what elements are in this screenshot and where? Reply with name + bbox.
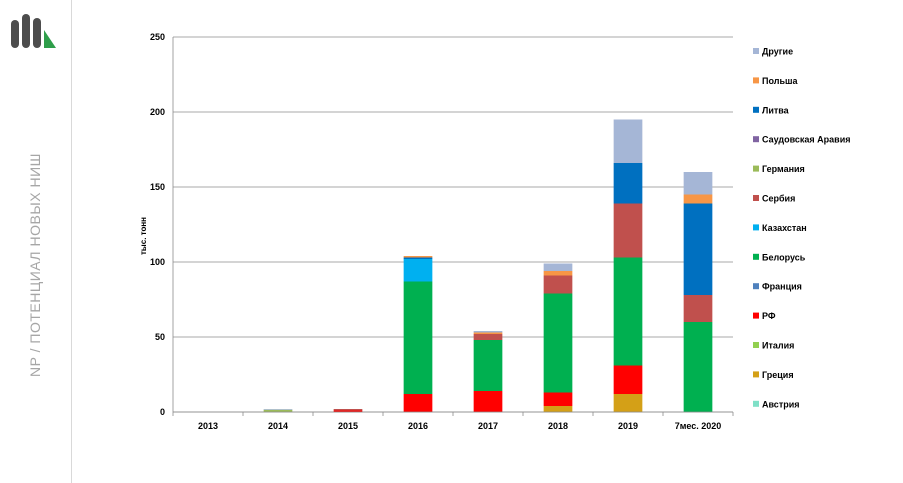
legend-item: Саудовская Аравия (753, 135, 851, 145)
legend-item: Италия (753, 341, 794, 351)
y-tick-label: 50 (155, 332, 165, 342)
x-tick-label: 2013 (198, 421, 218, 431)
legend-item: Казахстан (753, 223, 807, 233)
bar-segment (683, 203, 713, 295)
bar-segment (473, 331, 503, 333)
x-tick-label: 2017 (478, 421, 498, 431)
legend-label: Австрия (762, 399, 800, 409)
legend-label: Литва (762, 105, 790, 115)
bars (263, 119, 713, 412)
legend-item: Австрия (753, 399, 800, 409)
legend-label: Польша (762, 76, 798, 86)
bar-segment (543, 275, 573, 294)
bar-segment (613, 203, 643, 258)
legend-item: Польша (753, 76, 798, 86)
x-tick-label: 2016 (408, 421, 428, 431)
bar-segment (683, 172, 713, 195)
legend-swatch (753, 342, 759, 348)
x-tick-label: 2018 (548, 421, 568, 431)
bar-chart-logo-icon (11, 14, 56, 48)
legend-label: РФ (762, 311, 776, 321)
legend-label: Франция (762, 282, 802, 292)
bar-segment (263, 409, 293, 410)
bar-segment (403, 256, 433, 258)
y-tick-labels: 0 50 100 150 200 250 (150, 32, 165, 417)
bar-segment (403, 257, 433, 259)
bar-segment (403, 259, 433, 282)
legend-swatch (753, 48, 759, 54)
bar-segment (543, 406, 573, 412)
bar-segment (683, 194, 713, 204)
y-tick-label: 200 (150, 107, 165, 117)
legend-item: Сербия (753, 194, 795, 204)
x-tick-label: 2015 (338, 421, 358, 431)
bar-segment (333, 410, 363, 412)
legend-swatch (753, 371, 759, 378)
legend-item: Греция (753, 370, 794, 380)
legend-swatch (753, 195, 759, 201)
bar-segment (613, 365, 643, 394)
x-tick-labels: 2013 2014 2015 2016 2017 2018 2019 7мес. 2020 (198, 421, 721, 431)
legend-swatch (753, 400, 759, 407)
bar-segment (683, 322, 713, 412)
bar-segment (683, 295, 713, 322)
legend-item: Германия (753, 164, 805, 174)
legend-label: Белорусь (762, 252, 806, 262)
legend-label: Германия (762, 164, 805, 174)
x-tick-label: 2019 (618, 421, 638, 431)
legend-swatch (753, 312, 759, 319)
legend-swatch (753, 283, 759, 290)
legend-swatch (753, 253, 759, 260)
legend-label: Греция (762, 370, 794, 380)
y-tick-label: 150 (150, 182, 165, 192)
bar-segment (263, 409, 293, 412)
legend-label: Другие (762, 47, 793, 57)
bar-segment (613, 163, 643, 204)
legend-label: Италия (762, 341, 794, 351)
bar-segment (473, 332, 503, 334)
bar-segment (543, 263, 573, 271)
axes (172, 37, 734, 416)
legend-swatch (753, 136, 759, 143)
legend-label: Саудовская Аравия (762, 135, 851, 145)
y-tick-label: 100 (150, 257, 165, 267)
legend-swatch (753, 77, 759, 84)
bar-segment (473, 340, 503, 391)
bar-segment (403, 281, 433, 394)
y-tick-label: 0 (160, 407, 165, 417)
legend: Другие Польша Литва Саудовская Аравия Герман… (753, 47, 851, 409)
bar-segment (333, 409, 363, 411)
legend-label: Сербия (762, 194, 795, 204)
bar-segment (613, 394, 643, 412)
legend-item: Другие (753, 47, 793, 57)
grid-lines (173, 36, 733, 413)
y-axis-label: тыс. тонн (139, 217, 148, 255)
x-tick-label: 2014 (268, 421, 288, 431)
legend-swatch (753, 224, 759, 231)
bar-segment (473, 391, 503, 412)
y-tick-label: 250 (150, 32, 165, 42)
legend-item: РФ (753, 311, 776, 321)
x-tick-label: 7мес. 2020 (675, 421, 722, 431)
legend-item: Белорусь (753, 252, 806, 262)
bar-segment (543, 271, 573, 276)
legend-swatch (753, 106, 759, 113)
bar-segment (613, 119, 643, 163)
legend-swatch (753, 165, 759, 172)
legend-item: Литва (753, 105, 790, 115)
sidebar: NP / ПОТЕНЦИАЛ НОВЫХ НИШ (0, 0, 72, 483)
legend-label: Казахстан (762, 223, 807, 233)
legend-item: Франция (753, 282, 802, 292)
bar-segment (543, 293, 573, 393)
bar-segment (543, 392, 573, 406)
bar-segment (613, 257, 643, 366)
bar-segment (403, 394, 433, 412)
bar-segment (473, 334, 503, 340)
